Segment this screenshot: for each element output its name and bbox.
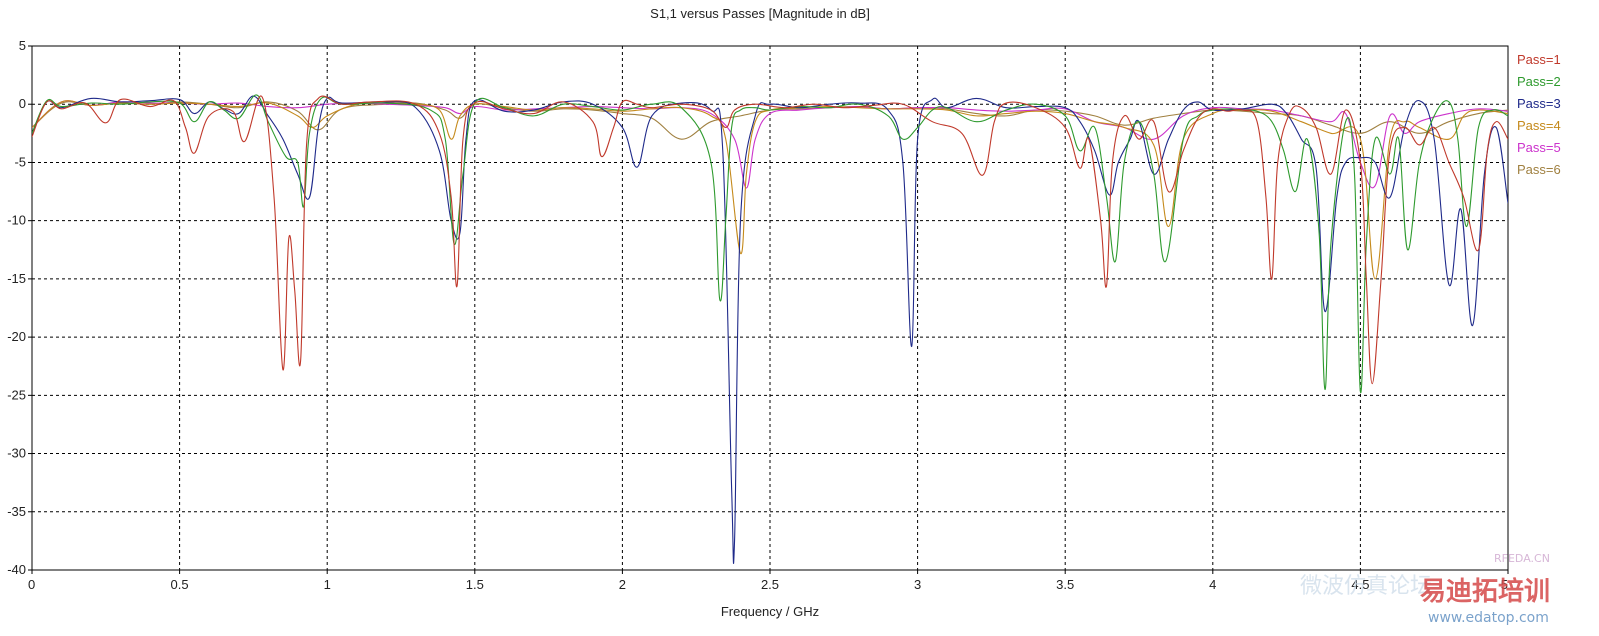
y-tick-label: 5	[19, 38, 26, 53]
series-line-pass-5	[32, 100, 1508, 189]
legend-entry-pass-3: Pass=3	[1517, 96, 1561, 111]
x-axis-label: Frequency / GHz	[721, 604, 819, 619]
series-line-pass-3	[32, 95, 1508, 564]
x-tick-label: 0.5	[171, 577, 189, 592]
x-tick-label: 3.5	[1056, 577, 1074, 592]
chart-title: S1,1 versus Passes [Magnitude in dB]	[650, 6, 870, 21]
watermark-cn-text: 微波仿真论坛	[1300, 574, 1432, 599]
watermark-url: www.edatop.com	[1428, 610, 1549, 626]
grid	[32, 46, 1508, 570]
x-tick-label: 0	[28, 577, 35, 592]
y-tick-label: -25	[7, 387, 26, 402]
x-tick-label: 1.5	[466, 577, 484, 592]
series-line-pass-6	[32, 101, 1508, 140]
y-tick-label: 0	[19, 96, 26, 111]
legend-entry-pass-1: Pass=1	[1517, 52, 1561, 67]
legend-entry-pass-4: Pass=4	[1517, 118, 1561, 133]
x-tick-label: 2	[619, 577, 626, 592]
x-tick-label: 4.5	[1351, 577, 1369, 592]
x-tick-label: 3	[914, 577, 921, 592]
y-tick-label: -15	[7, 271, 26, 286]
series-line-pass-1	[32, 95, 1508, 385]
legend: Pass=1 Pass=2 Pass=3 Pass=4 Pass=5 Pass=6	[1517, 52, 1561, 177]
legend-entry-pass-5: Pass=5	[1517, 140, 1561, 155]
y-tick-label: -5	[14, 154, 26, 169]
series-lines	[32, 94, 1508, 564]
watermark-logo: 易迪拓培训	[1420, 577, 1550, 607]
x-axis-ticks: 0 0.5 1 1.5 2 2.5 3 3.5 4 4.5 5	[28, 570, 1509, 592]
legend-entry-pass-6: Pass=6	[1517, 162, 1561, 177]
series-line-pass-2	[32, 94, 1508, 394]
y-tick-label: -20	[7, 329, 26, 344]
legend-entry-pass-2: Pass=2	[1517, 74, 1561, 89]
watermark-tag: RFEDA.CN	[1494, 552, 1550, 565]
x-tick-label: 5	[1501, 577, 1508, 592]
y-tick-label: -40	[7, 562, 26, 577]
x-tick-label: 1	[324, 577, 331, 592]
watermark: RFEDA.CN 微波仿真论坛 易迪拓培训 www.edatop.com	[1300, 552, 1550, 626]
x-tick-label: 2.5	[761, 577, 779, 592]
plot-area	[31, 45, 1509, 571]
y-axis-ticks: 5 0 -5 -10 -15 -20 -25 -30 -35 -40	[7, 38, 32, 577]
x-tick-label: 4	[1209, 577, 1216, 592]
series-line-pass-4	[32, 100, 1508, 280]
y-tick-label: -10	[7, 213, 26, 228]
y-tick-label: -35	[7, 504, 26, 519]
y-tick-label: -30	[7, 446, 26, 461]
